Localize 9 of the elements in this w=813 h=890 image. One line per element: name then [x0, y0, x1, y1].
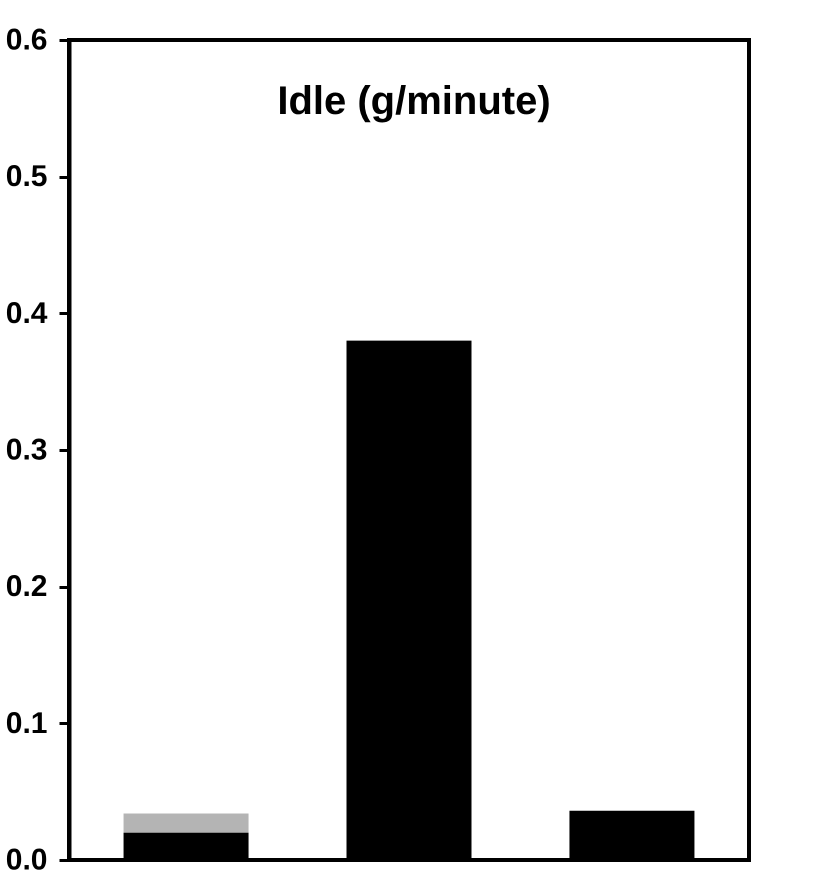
y-tick-label: 0.3: [6, 434, 48, 466]
y-tick-label: 0.5: [6, 160, 48, 194]
y-tick-label: 0.0: [6, 844, 48, 876]
y-tick-label: 0.2: [6, 570, 48, 604]
y-tick-label: 0.6: [6, 24, 48, 56]
y-tick-label: 0.4: [6, 296, 48, 330]
y-tick-label: 0.1: [6, 706, 48, 740]
text: Idle (g/minute): [277, 79, 551, 123]
bar: [124, 814, 249, 833]
